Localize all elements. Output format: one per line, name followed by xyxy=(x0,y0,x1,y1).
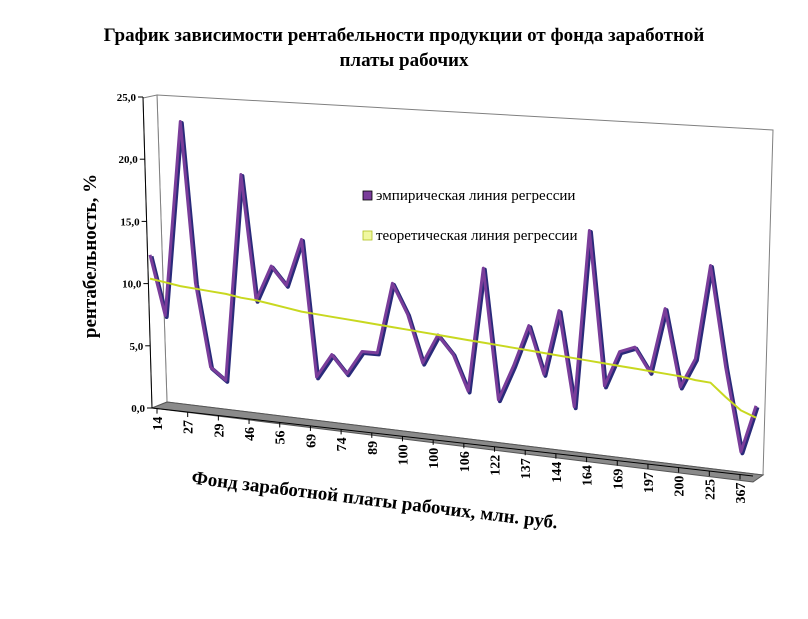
chart-title-line1: График зависимости рентабельности продук… xyxy=(104,25,705,46)
x-tick-label: 14 xyxy=(151,417,166,431)
x-tick-label: 144 xyxy=(550,462,565,483)
series-empirical-line xyxy=(148,120,758,454)
x-tick-label: 46 xyxy=(243,427,258,441)
x-tick-label: 89 xyxy=(366,441,381,455)
plot-walls xyxy=(142,94,774,483)
x-tick-label: 100 xyxy=(427,448,442,469)
x-axis-line xyxy=(151,407,754,477)
x-axis-title: Фонд заработной платы рабочих, млн. руб. xyxy=(190,468,559,534)
x-tick-label: 74 xyxy=(335,437,350,451)
chart-title-line2: платы рабочих xyxy=(339,50,469,71)
x-tick-label: 100 xyxy=(396,444,411,465)
y-axis: 0,0 5,0 10,0 15,0 20,0 25,0 xyxy=(117,92,153,415)
series-theoretical-line xyxy=(149,277,757,419)
legend-swatch-empirical xyxy=(362,190,373,201)
floor xyxy=(151,401,765,483)
legend: эмпирическая линия регрессии теоретическ… xyxy=(362,188,577,244)
x-tick-label: 164 xyxy=(581,465,596,486)
x-tick-label: 106 xyxy=(458,451,473,472)
x-tick-label: 56 xyxy=(274,430,289,444)
legend-swatch-theoretical xyxy=(362,230,373,241)
y-tick-label: 5,0 xyxy=(129,341,143,353)
x-tick-label: 122 xyxy=(489,455,504,476)
y-axis-title: рентабельность, % xyxy=(80,174,101,338)
x-tick-label: 69 xyxy=(304,434,319,448)
x-tick-label: 200 xyxy=(673,476,688,497)
y-axis-line xyxy=(142,96,153,409)
x-tick-label: 27 xyxy=(182,420,197,434)
x-tick-label: 197 xyxy=(642,472,657,493)
series-group xyxy=(148,120,760,456)
y-tick-label: 0,0 xyxy=(131,403,145,415)
y-tick-label: 10,0 xyxy=(122,279,142,291)
x-tick-label: 225 xyxy=(703,479,718,500)
x-tick-label: 169 xyxy=(611,469,626,490)
x-tick-label: 367 xyxy=(734,483,749,504)
x-axis: 14 27 29 46 56 69 74 89 100 100 106 122 137 144 164 169… xyxy=(151,407,754,504)
x-tick-label: 137 xyxy=(519,458,534,479)
x-tick-label: 29 xyxy=(212,424,227,438)
y-tick-label: 15,0 xyxy=(120,216,140,228)
legend-label-theoretical: теоретическая линия регрессии xyxy=(376,228,577,244)
y-tick-label: 25,0 xyxy=(117,92,137,104)
legend-label-empirical: эмпирическая линия регрессии xyxy=(376,188,575,204)
y-tick-label: 20,0 xyxy=(119,154,139,166)
